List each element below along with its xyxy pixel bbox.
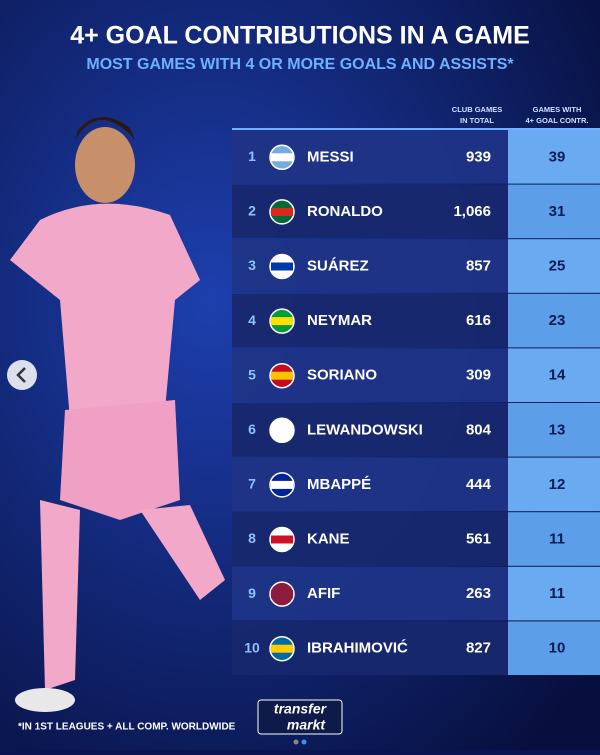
highlight-cell: [508, 621, 600, 675]
goal-contribution-games: 11: [549, 530, 565, 547]
rank: 9: [248, 585, 256, 601]
goal-contribution-games: 31: [549, 203, 566, 220]
goal-contribution-games: 39: [549, 148, 566, 165]
highlight-cell: [508, 566, 600, 621]
footnote: *IN 1ST LEAGUES + ALL COMP. WORLDWIDE: [18, 722, 236, 733]
rank: 1: [248, 148, 256, 164]
goal-contribution-games: 10: [549, 640, 566, 657]
flag-stripe: [271, 480, 293, 489]
rank: 3: [248, 257, 256, 273]
rank: 10: [244, 639, 260, 655]
player-image: [10, 116, 225, 712]
highlight-cell: [508, 239, 600, 293]
rank: 6: [248, 421, 256, 437]
club-games: 263: [466, 585, 491, 602]
player-name: SORIANO: [307, 367, 377, 384]
logo-text: transfer: [274, 701, 328, 717]
club-games: 857: [466, 257, 491, 274]
goal-contribution-games: 23: [549, 312, 566, 329]
flag-stripe: [271, 426, 293, 435]
club-games: 1,066: [453, 203, 491, 220]
carousel-back-button[interactable]: [7, 360, 37, 390]
column-header: CLUB GAMES: [452, 105, 502, 114]
goal-contribution-games: 12: [549, 476, 566, 493]
logo: [257, 699, 343, 735]
highlight-cell: [508, 293, 600, 348]
highlight-cell: [508, 184, 600, 239]
goal-contribution-games: 14: [549, 367, 566, 384]
flag-stripe: [271, 371, 293, 380]
highlight-cell: [508, 457, 600, 512]
goal-contribution-games: 25: [549, 257, 566, 274]
player-name: NEYMAR: [307, 312, 372, 329]
title: 4+ GOAL CONTRIBUTIONS IN A GAME: [70, 22, 530, 50]
player-name: SUÁREZ: [307, 257, 369, 274]
table-top-border: [232, 128, 600, 130]
player-name: RONALDO: [307, 203, 383, 220]
column-header: GAMES WITH: [533, 105, 582, 114]
player-name: MBAPPÉ: [307, 476, 371, 493]
goal-contribution-games: 13: [549, 421, 566, 438]
club-games: 444: [466, 476, 492, 493]
club-games: 616: [466, 312, 491, 329]
player-name: LEWANDOWSKI: [307, 421, 423, 438]
rank: 5: [248, 366, 256, 382]
flag-stripe: [271, 644, 293, 653]
carousel-dot: [301, 739, 307, 745]
rank: 8: [248, 530, 256, 546]
club-games: 561: [466, 530, 491, 547]
club-games: 827: [466, 640, 491, 657]
flag-stripe: [271, 590, 293, 599]
flag-stripe: [271, 535, 293, 544]
rank: 7: [248, 476, 256, 492]
club-games: 804: [466, 421, 492, 438]
player-name: AFIF: [307, 585, 340, 602]
goal-contribution-games: 11: [549, 585, 565, 602]
flag-stripe: [271, 317, 293, 326]
player-name: KANE: [307, 530, 350, 547]
player-name: IBRAHIMOVIĆ: [307, 639, 408, 657]
subtitle: MOST GAMES WITH 4 OR MORE GOALS AND ASSI…: [86, 56, 514, 73]
column-header: IN TOTAL: [460, 116, 494, 125]
flag-stripe: [271, 262, 293, 271]
highlight-cell: [508, 130, 600, 184]
highlight-cell: [508, 512, 600, 566]
flag-stripe: [271, 153, 293, 162]
club-games: 309: [466, 367, 491, 384]
logo-text: markt: [287, 717, 326, 733]
carousel-dot: [293, 739, 299, 745]
player-name: MESSI: [307, 148, 354, 165]
flag-stripe: [271, 207, 293, 216]
rank: 4: [248, 312, 256, 328]
highlight-cell: [508, 403, 600, 457]
back-arrow-icon: [16, 367, 26, 383]
rank: 2: [248, 203, 256, 219]
column-header: 4+ GOAL CONTR.: [526, 116, 589, 125]
ranking-table: CLUB GAMES IN TOTAL GAMES WITH 4+ GOAL CONT…: [232, 105, 600, 675]
highlight-cell: [508, 348, 600, 402]
club-games: 939: [466, 148, 491, 165]
